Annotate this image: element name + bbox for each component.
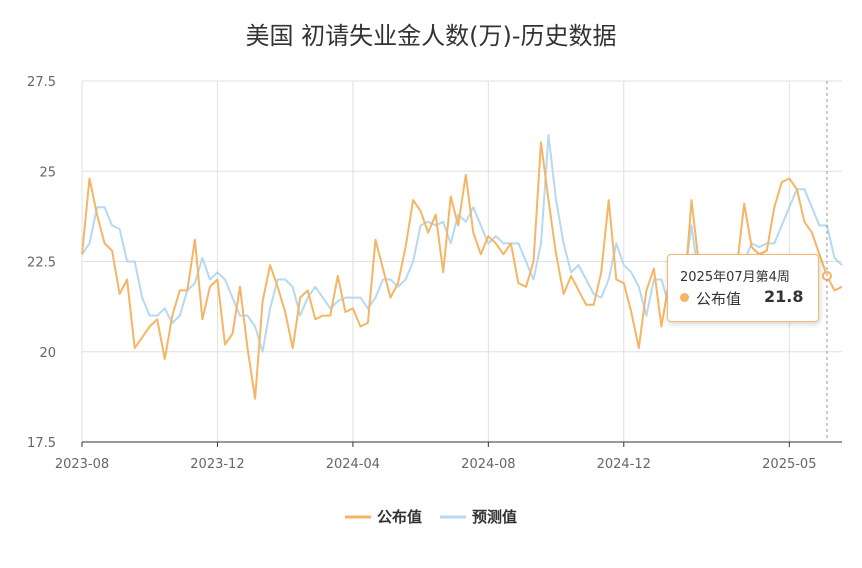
x-tick-label: 2023-08 [55, 457, 109, 472]
x-axis-ticks: 2023-08 2023-12 2024-04 2024-08 2024-12 2025-… [55, 457, 817, 472]
x-tick-label: 2024-04 [326, 457, 380, 472]
x-tick-label: 2025-05 [762, 457, 816, 472]
grid-lines [81, 80, 842, 447]
legend-label-forecast: 预测值 [472, 508, 517, 526]
y-tick-label: 22.5 [27, 256, 56, 271]
tooltip: 2025年07月第4周 公布值 21.8 [667, 254, 819, 322]
tooltip-series-dot [680, 293, 689, 302]
y-tick-label: 25 [39, 165, 56, 180]
legend[interactable]: 公布值 预测值 [345, 508, 517, 526]
x-tick-label: 2024-08 [461, 457, 515, 472]
x-tick-label: 2023-12 [190, 457, 244, 472]
y-axis-ticks: 17.5 20 22.5 25 27.5 [27, 75, 56, 451]
legend-label-published: 公布值 [377, 508, 422, 526]
x-tick-label: 2024-12 [597, 457, 651, 472]
tooltip-header: 2025年07月第4周 [680, 270, 790, 285]
legend-item-published[interactable]: 公布值 [345, 508, 422, 526]
y-tick-label: 27.5 [27, 75, 56, 90]
tooltip-series-name: 公布值 [696, 290, 742, 308]
y-tick-label: 20 [39, 346, 56, 361]
tooltip-value: 21.8 [764, 287, 804, 306]
y-tick-label: 17.5 [27, 436, 56, 451]
legend-item-forecast[interactable]: 预测值 [440, 508, 517, 526]
chart-title: 美国 初请失业金人数(万)-历史数据 [245, 22, 616, 50]
